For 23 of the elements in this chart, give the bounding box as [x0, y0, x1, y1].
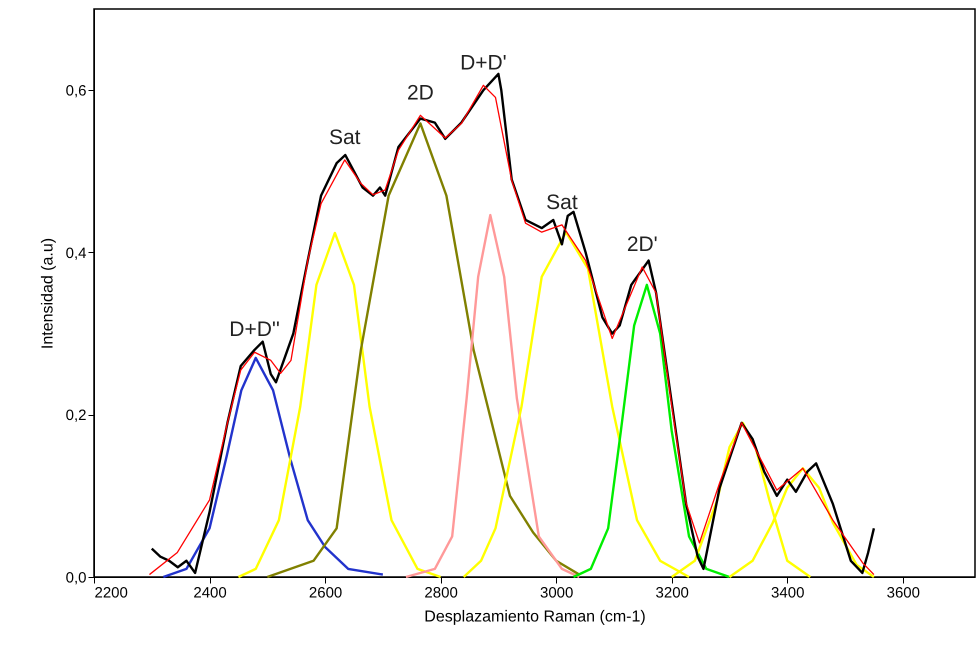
annotation: D+D''	[229, 318, 280, 342]
annotation: Sat	[328, 126, 361, 149]
line-series	[404, 214, 580, 578]
x-tick-label: 2400	[193, 584, 227, 602]
annotation: 2D	[406, 81, 434, 104]
x-tick-label: 3400	[771, 584, 804, 602]
y-tick-label: 0,0	[66, 570, 86, 586]
y-tick-label: 0,6	[66, 82, 86, 100]
annotation: 2D'	[626, 233, 658, 256]
line-series	[162, 356, 384, 578]
line-series	[572, 284, 731, 578]
y-tick-label: 0,2	[66, 407, 86, 424]
x-axis-title: Desplazamiento Raman (cm-1)	[424, 608, 646, 626]
x-tick-label: 2600	[308, 584, 342, 602]
y-axis-title: Intensidad (a.u)	[40, 238, 57, 350]
y-tick-label: 0,4	[66, 244, 86, 262]
x-tick-label: 3200	[656, 584, 689, 602]
x-tick-label: 3000	[540, 584, 574, 602]
annotation: Sat	[546, 190, 578, 214]
x-tick-label: 2800	[424, 584, 458, 602]
x-tick-label: 3600	[886, 584, 920, 602]
x-tick-label: 2200	[94, 584, 128, 602]
annotation: D+D'	[460, 51, 507, 74]
